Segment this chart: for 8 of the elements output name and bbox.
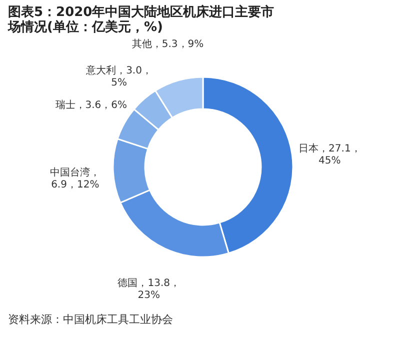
slice-label: 日本，27.1， 45% xyxy=(298,142,361,167)
slice-label: 德国，13.8， 23% xyxy=(118,278,180,301)
slice-label: 意大利，3.0， 5% xyxy=(85,64,152,88)
text: 资料来源：中国机床工具工业协会 xyxy=(8,313,173,326)
slice-label: 瑞士，3.6，6% xyxy=(55,98,128,111)
slice-label: 其他，5.3，9% xyxy=(132,38,204,50)
chart-title: 图表5：2020年中国大陆地区机床进口主要市场情况(单位：亿美元，%) xyxy=(7,4,274,35)
slice-label: 中国台湾， 6.9，12% xyxy=(50,166,100,191)
